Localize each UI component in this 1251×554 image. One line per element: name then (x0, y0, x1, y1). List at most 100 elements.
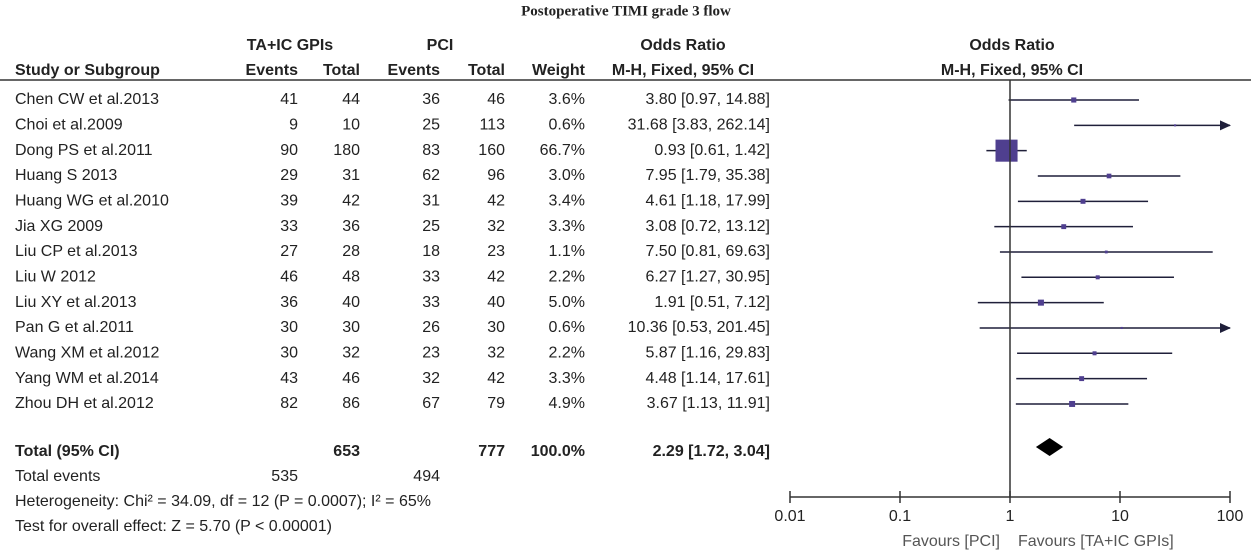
odds-ratio: 7.50 [0.81, 69.63] (645, 243, 770, 260)
total-label: Total (95% CI) (15, 443, 120, 460)
study-marker (1120, 326, 1123, 330)
cell: 42 (342, 193, 360, 210)
weight: 3.3% (549, 370, 585, 387)
weight: 3.0% (549, 167, 585, 184)
cell: 46 (487, 91, 505, 108)
column-header: Total (468, 62, 505, 79)
cell: 25 (422, 117, 440, 134)
cell: 39 (280, 193, 298, 210)
odds-ratio: 3.80 [0.97, 14.88] (645, 91, 770, 108)
x-label-left: Favours [PCI] (902, 533, 1000, 550)
cell: 33 (280, 218, 298, 235)
cell: 42 (487, 193, 505, 210)
study-marker (1069, 400, 1076, 407)
total-diamond (1035, 438, 1064, 456)
x-tick-label: 0.1 (889, 508, 911, 525)
cell: 40 (487, 294, 505, 311)
weight: 4.9% (549, 395, 585, 412)
study-marker (1092, 351, 1097, 356)
study-marker (1079, 376, 1085, 382)
cell: 43 (280, 370, 298, 387)
study-marker (1104, 250, 1108, 254)
cell: 31 (342, 167, 360, 184)
total-weight: 100.0% (531, 443, 585, 460)
study-name: Huang WG et al.2010 (15, 193, 169, 210)
odds-ratio: 3.67 [1.13, 11.91] (647, 395, 770, 412)
x-tick-label: 1 (1006, 508, 1015, 525)
cell: 86 (342, 395, 360, 412)
study-name: Dong PS et al.2011 (15, 142, 153, 159)
odds-ratio: 10.36 [0.53, 201.45] (628, 319, 770, 336)
total-odds-ratio: 2.29 [1.72, 3.04] (653, 443, 770, 460)
weight: 2.2% (549, 345, 585, 362)
weight: 2.2% (549, 269, 585, 286)
weight: 0.6% (549, 319, 585, 336)
cell: 36 (342, 218, 360, 235)
odds-ratio: 0.93 [0.61, 1.42] (654, 142, 770, 159)
study-marker (1037, 299, 1044, 306)
study-name: Zhou DH et al.2012 (15, 395, 154, 412)
cell: 30 (280, 319, 298, 336)
total-cell: 777 (478, 443, 505, 460)
cell: 23 (487, 243, 505, 260)
odds-ratio: 7.95 [1.79, 35.38] (645, 167, 770, 184)
odds-ratio: 4.48 [1.14, 17.61] (645, 370, 770, 387)
study-name: Wang XM et al.2012 (15, 345, 159, 362)
column-header: M-H, Fixed, 95% CI (612, 62, 754, 79)
study-name: Yang WM et al.2014 (15, 370, 159, 387)
group-header: PCI (427, 37, 454, 54)
cell: 31 (422, 193, 440, 210)
column-header: Total (323, 62, 360, 79)
cell: 30 (487, 319, 505, 336)
study-name: Choi et al.2009 (15, 117, 123, 134)
study-marker (1174, 124, 1177, 127)
cell: 33 (422, 269, 440, 286)
cell: 40 (342, 294, 360, 311)
column-header: Weight (532, 62, 586, 79)
cell: 42 (487, 269, 505, 286)
odds-ratio: 3.08 [0.72, 13.12] (645, 218, 770, 235)
study-name: Jia XG 2009 (15, 218, 103, 235)
overall-effect: Test for overall effect: Z = 5.70 (P < 0… (15, 518, 332, 535)
study-marker (1106, 173, 1112, 179)
cell: 23 (422, 345, 440, 362)
study-name: Chen CW et al.2013 (15, 91, 159, 108)
cell: 82 (280, 395, 298, 412)
odds-ratio: 6.27 [1.27, 30.95] (645, 269, 770, 286)
cell: 9 (289, 117, 298, 134)
cell: 46 (342, 370, 360, 387)
cell: 18 (422, 243, 440, 260)
cell: 30 (342, 319, 360, 336)
weight: 66.7% (540, 142, 585, 159)
cell: 96 (487, 167, 505, 184)
x-tick-label: 10 (1111, 508, 1129, 525)
study-marker (1071, 97, 1077, 103)
cell: 48 (342, 269, 360, 286)
odds-ratio: 31.68 [3.83, 262.14] (628, 117, 770, 134)
cell: 32 (487, 345, 505, 362)
cell: 26 (422, 319, 440, 336)
column-header: Events (388, 62, 441, 79)
odds-ratio: 5.87 [1.16, 29.83] (645, 345, 770, 362)
cell: 36 (422, 91, 440, 108)
cell: 41 (280, 91, 298, 108)
column-header: M-H, Fixed, 95% CI (941, 62, 1083, 79)
weight: 5.0% (549, 294, 585, 311)
study-marker (1080, 198, 1086, 204)
group-header: Odds Ratio (969, 37, 1055, 54)
group-header: TA+IC GPIs (247, 37, 333, 54)
cell: 42 (487, 370, 505, 387)
weight: 1.1% (549, 243, 585, 260)
study-marker (1095, 275, 1100, 280)
weight: 3.4% (549, 193, 585, 210)
weight: 0.6% (549, 117, 585, 134)
cell: 32 (487, 218, 505, 235)
cell: 32 (342, 345, 360, 362)
study-name: Pan G et al.2011 (15, 319, 134, 336)
column-header: Study or Subgroup (15, 62, 160, 79)
cell: 79 (487, 395, 505, 412)
cell: 180 (333, 142, 360, 159)
group-header: Odds Ratio (640, 37, 726, 54)
cell: 113 (479, 117, 505, 134)
